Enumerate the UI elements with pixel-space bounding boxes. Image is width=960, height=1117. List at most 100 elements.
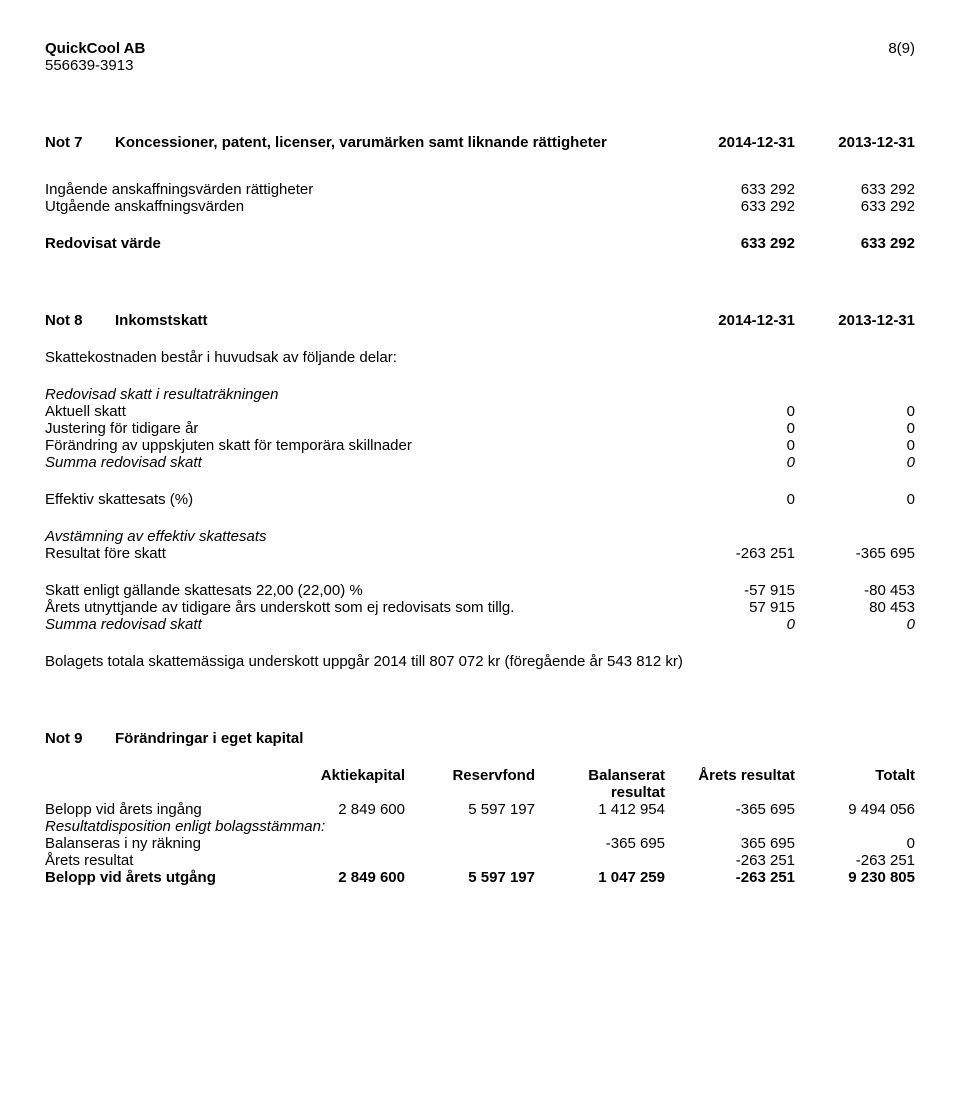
total-v2: 633 292: [795, 235, 915, 252]
table-row: Årets resultat -263 251-263 251: [45, 852, 915, 869]
note8-sec1-title: Redovisad skatt i resultaträkningen: [45, 386, 915, 403]
eff-rate-label: Effektiv skattesats (%): [45, 491, 675, 508]
note-9-header: Not 9 Förändringar i eget kapital: [45, 730, 915, 747]
row-c4: -263 251: [665, 852, 795, 869]
sum-v1: 0: [675, 454, 795, 471]
col-date-2: 2013-12-31: [795, 312, 915, 329]
row-label: Balanseras i ny räkning: [45, 835, 275, 852]
page-indicator: 8(9): [888, 40, 915, 57]
row-label: Årets utnyttjande av tidigare års unders…: [45, 599, 675, 616]
table-row: Utgående anskaffningsvärden633 292633 29…: [45, 198, 915, 215]
note-title: Förändringar i eget kapital: [115, 730, 915, 747]
note8-footnote: Bolagets totala skattemässiga underskott…: [45, 653, 915, 670]
total-c3: 1 047 259: [535, 869, 665, 886]
note-8-header: Not 8 Inkomstskatt 2014-12-31 2013-12-31: [45, 312, 915, 329]
row-label: Aktuell skatt: [45, 403, 675, 420]
note8-sec2-title: Avstämning av effektiv skattesats: [45, 528, 915, 545]
col-date-1: 2014-12-31: [675, 134, 795, 151]
row-c3: -365 695: [535, 835, 665, 852]
row-c5: 0: [795, 835, 915, 852]
row-label: Årets resultat: [45, 852, 275, 869]
note8-eff-rate: Effektiv skattesats (%) 0 0: [45, 491, 915, 508]
row-c2: [405, 835, 535, 852]
row-c5: -263 251: [795, 852, 915, 869]
note-number: Not 7: [45, 134, 115, 151]
note8-sec3-sum: Summa redovisad skatt 0 0: [45, 616, 915, 633]
table-row: Förändring av uppskjuten skatt för tempo…: [45, 437, 915, 454]
note7-total-row: Redovisat värde 633 292 633 292: [45, 235, 915, 252]
total-v1: 633 292: [675, 235, 795, 252]
row-v2: 80 453: [795, 599, 915, 616]
table-header-row: Aktiekapital Reservfond Balanserat resul…: [45, 767, 915, 801]
note-title: Koncessioner, patent, licenser, varumärk…: [115, 134, 675, 151]
row-v2: -365 695: [795, 545, 915, 562]
note-number: Not 8: [45, 312, 115, 329]
eff-rate-v1: 0: [675, 491, 795, 508]
table-row: Ingående anskaffningsvärden rättigheter6…: [45, 181, 915, 198]
sum-v1: 0: [675, 616, 795, 633]
row-label: Justering för tidigare år: [45, 420, 675, 437]
total-c4: -263 251: [665, 869, 795, 886]
total-c5: 9 230 805: [795, 869, 915, 886]
th-arets-resultat: Årets resultat: [665, 767, 795, 801]
th-aktiekapital: Aktiekapital: [275, 767, 405, 801]
row-c3: [535, 852, 665, 869]
table-row: Belopp vid årets ingång2 849 6005 597 19…: [45, 801, 915, 818]
row-label: Resultat före skatt: [45, 545, 675, 562]
total-label: Belopp vid årets utgång: [45, 869, 275, 886]
row-v2: 0: [795, 420, 915, 437]
th-balanserat: Balanserat resultat: [535, 767, 665, 801]
note9-total-row: Belopp vid årets utgång 2 849 600 5 597 …: [45, 869, 915, 886]
row-c1: [275, 852, 405, 869]
company-name: QuickCool AB: [45, 40, 145, 57]
table-row: Resultat före skatt-263 251-365 695: [45, 545, 915, 562]
row-v1: -57 915: [675, 582, 795, 599]
row-label: Ingående anskaffningsvärden rättigheter: [45, 181, 675, 198]
equity-table: Aktiekapital Reservfond Balanserat resul…: [45, 767, 915, 886]
row-v2: 633 292: [795, 198, 915, 215]
row-v2: 633 292: [795, 181, 915, 198]
table-row: Skatt enligt gällande skattesats 22,00 (…: [45, 582, 915, 599]
row-c1: [275, 835, 405, 852]
total-c1: 2 849 600: [275, 869, 405, 886]
row-v2: 0: [795, 403, 915, 420]
table-row: Aktuell skatt00: [45, 403, 915, 420]
table-row: Justering för tidigare år00: [45, 420, 915, 437]
note8-intro: Skattekostnaden består i huvudsak av föl…: [45, 349, 915, 366]
row-c4: 365 695: [665, 835, 795, 852]
row-v1: 0: [675, 437, 795, 454]
row-c2: [405, 852, 535, 869]
row-c5: 9 494 056: [795, 801, 915, 818]
note8-sec1-sum: Summa redovisad skatt 0 0: [45, 454, 915, 471]
row-v1: -263 251: [675, 545, 795, 562]
org-number: 556639-3913: [45, 57, 915, 74]
row-v1: 0: [675, 403, 795, 420]
row-v1: 633 292: [675, 181, 795, 198]
total-label: Redovisat värde: [45, 235, 675, 252]
row-v2: 0: [795, 437, 915, 454]
disposition-label-row: Resultatdisposition enligt bolagsstämman…: [45, 818, 915, 835]
row-c1: 2 849 600: [275, 801, 405, 818]
row-v1: 57 915: [675, 599, 795, 616]
row-label: Belopp vid årets ingång: [45, 801, 275, 818]
table-row: Balanseras i ny räkning -365 695365 6950: [45, 835, 915, 852]
sum-v2: 0: [795, 454, 915, 471]
sum-label: Summa redovisad skatt: [45, 454, 675, 471]
th-totalt: Totalt: [795, 767, 915, 801]
row-label: Förändring av uppskjuten skatt för tempo…: [45, 437, 675, 454]
row-c2: 5 597 197: [405, 801, 535, 818]
sum-label: Summa redovisad skatt: [45, 616, 675, 633]
col-date-2: 2013-12-31: [795, 134, 915, 151]
note-7-header: Not 7 Koncessioner, patent, licenser, va…: [45, 134, 915, 151]
sum-v2: 0: [795, 616, 915, 633]
row-label: Skatt enligt gällande skattesats 22,00 (…: [45, 582, 675, 599]
row-v1: 633 292: [675, 198, 795, 215]
row-v1: 0: [675, 420, 795, 437]
total-c2: 5 597 197: [405, 869, 535, 886]
col-date-1: 2014-12-31: [675, 312, 795, 329]
row-label: Utgående anskaffningsvärden: [45, 198, 675, 215]
note-number: Not 9: [45, 730, 115, 747]
note-title: Inkomstskatt: [115, 312, 675, 329]
eff-rate-v2: 0: [795, 491, 915, 508]
row-c4: -365 695: [665, 801, 795, 818]
